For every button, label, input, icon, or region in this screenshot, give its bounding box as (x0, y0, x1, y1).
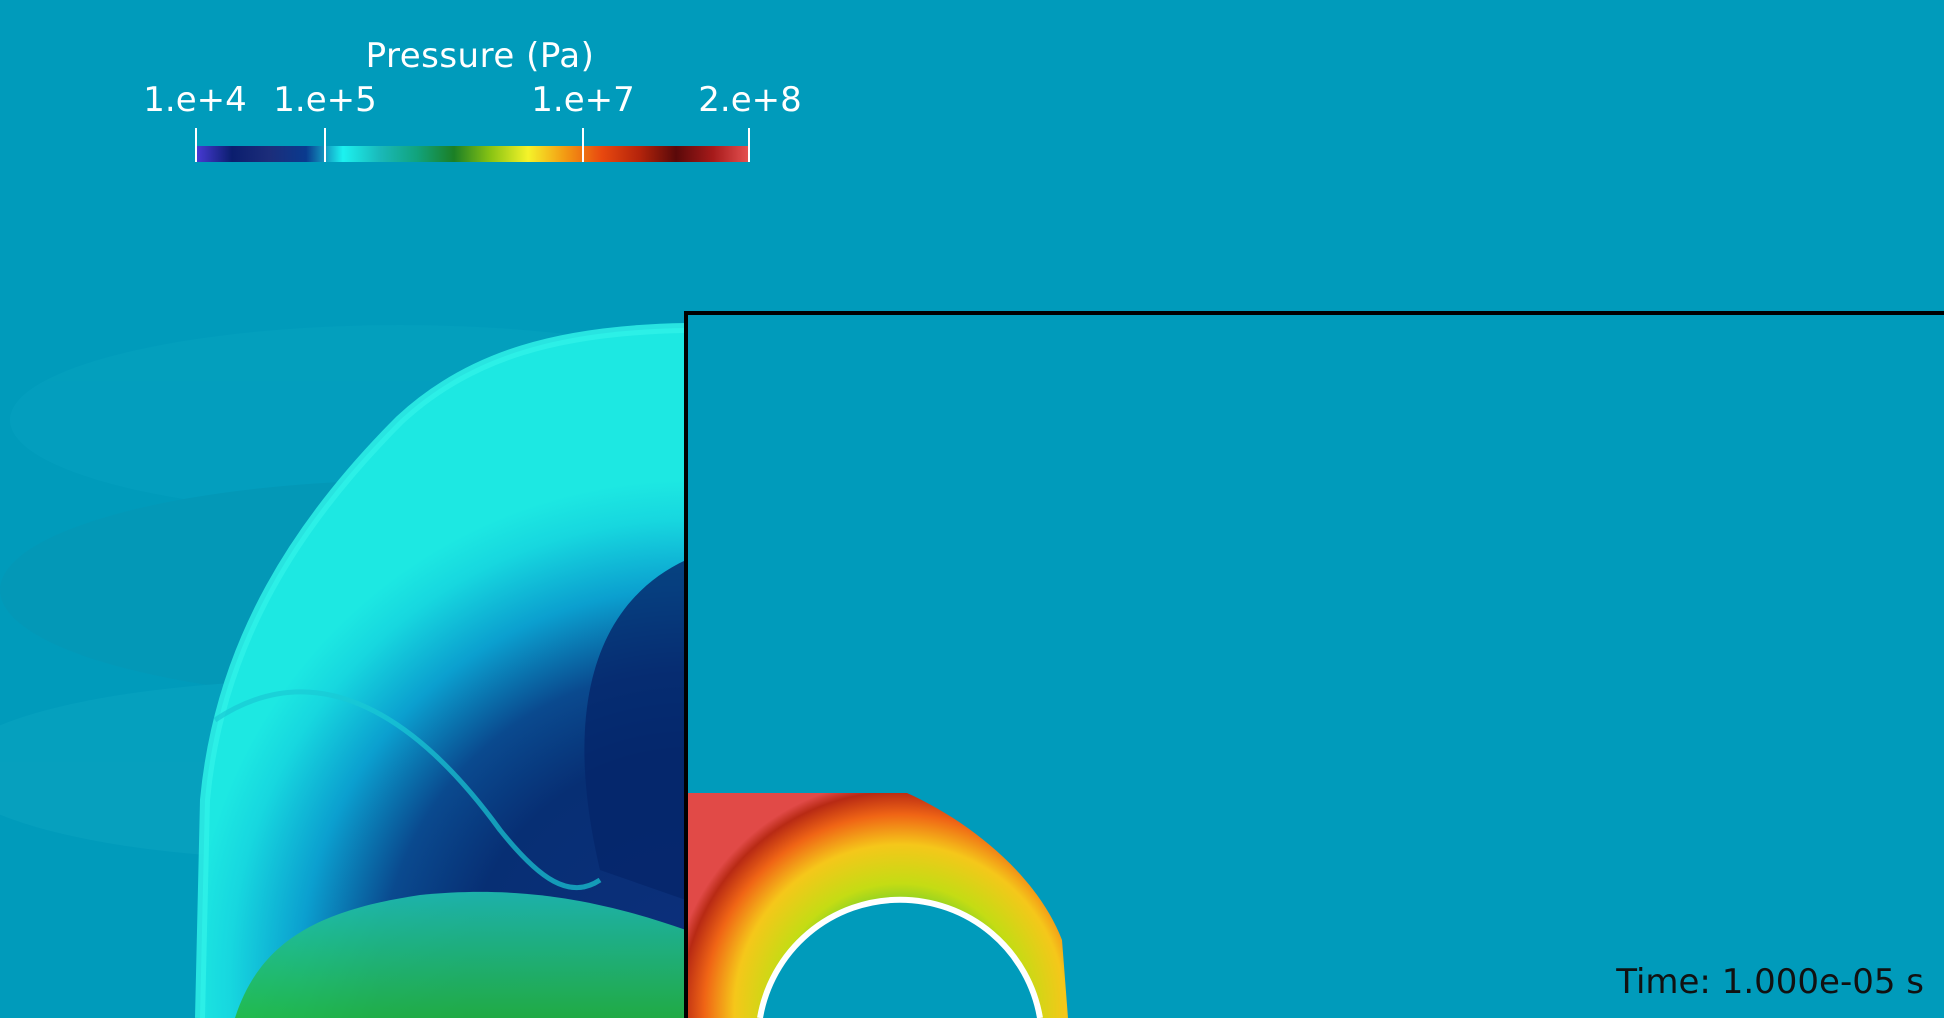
legend-title: Pressure (Pa) (365, 36, 595, 76)
lower-green-band (235, 891, 686, 1018)
legend-tick-mark (195, 128, 197, 162)
dark-core (584, 560, 686, 900)
cylinder-outline (757, 896, 1043, 1018)
blast-wave-region (200, 328, 686, 1018)
secondary-front (213, 689, 602, 891)
legend-tick-label: 1.e+4 (143, 80, 247, 120)
legend-tick-label: 1.e+5 (273, 80, 377, 120)
legend-tick-mark (748, 128, 750, 162)
wall-obstacle-fill (688, 313, 1944, 793)
shock-front (195, 323, 687, 1018)
color-legend: Pressure (Pa) 1.e+4 1.e+5 1.e+7 2.e+8 (140, 36, 820, 176)
legend-tick-mark (324, 128, 326, 162)
legend-tick-label: 1.e+7 (531, 80, 635, 120)
wall-obstacle (684, 311, 1944, 1018)
time-readout: Time: 1.000e-05 s (1616, 962, 1924, 1002)
legend-tick-mark (582, 128, 584, 162)
legend-tick-label: 2.e+8 (698, 80, 802, 120)
legend-color-ramp (195, 146, 750, 162)
